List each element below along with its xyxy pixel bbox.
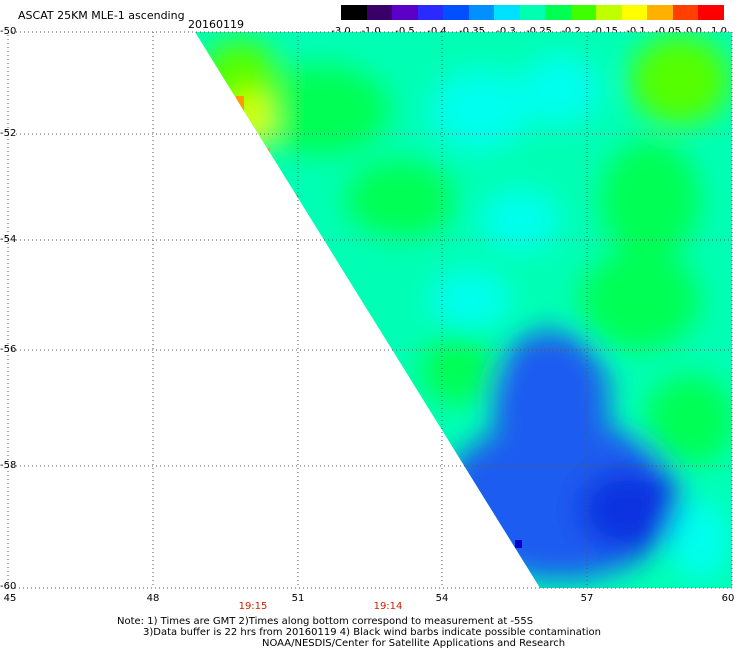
colorbar-label: -0.2 — [561, 26, 581, 37]
field-green-6 — [645, 375, 732, 465]
lat-label: -50 — [0, 26, 17, 37]
field-darkblue-1 — [580, 470, 680, 550]
colorbar-segment — [672, 5, 699, 20]
colorbar-segment — [596, 5, 622, 20]
lat-label: -58 — [0, 460, 17, 471]
colorbar-segment — [519, 5, 546, 20]
product-date: 20160119 — [188, 18, 244, 31]
field-dark-spot — [515, 540, 522, 548]
lat-label: -60 — [0, 581, 17, 592]
colorbar-segment — [417, 5, 444, 20]
colorbar-segment — [494, 5, 520, 20]
field-green-3 — [345, 160, 455, 240]
lat-label: -54 — [0, 234, 17, 245]
field-cyan-4 — [430, 270, 510, 330]
field-green-1 — [250, 65, 390, 155]
field-yellow-1 — [228, 90, 272, 150]
lon-label: 60 — [721, 593, 735, 604]
swath-data-layer — [195, 32, 732, 588]
colorbar-segment — [468, 5, 495, 20]
field-orange-spot — [290, 195, 298, 207]
colorbar-label: 0.0 — [686, 26, 702, 37]
lon-label: 45 — [3, 593, 17, 604]
field-cyan-5 — [670, 500, 730, 580]
lon-label: 57 — [580, 593, 594, 604]
lat-label: -52 — [0, 128, 17, 139]
lon-label: 51 — [291, 593, 305, 604]
note-line-2: 3)Data buffer is 22 hrs from 20160119 4)… — [143, 627, 601, 638]
colorbar-segment — [647, 5, 673, 20]
colorbar-label: -0.25 — [526, 26, 552, 37]
field-green-2 — [600, 140, 700, 260]
colorbar-segment — [570, 5, 597, 20]
colorbar-segment — [366, 5, 393, 20]
field-cyan-1 — [430, 70, 530, 150]
field-teal-1 — [310, 240, 430, 320]
colorbar-segment — [621, 5, 648, 20]
lat-label: -56 — [0, 344, 17, 355]
colorbar-label: -0.3 — [496, 26, 516, 37]
colorbar-segment — [698, 5, 724, 20]
product-title: ASCAT 25KM MLE-1 ascending — [18, 9, 185, 22]
color-scale-bar — [341, 5, 724, 20]
field-cyan-2 — [520, 55, 600, 125]
colorbar-segment — [392, 5, 418, 20]
colorbar-label: -1.0 — [361, 26, 381, 37]
lon-label: 48 — [146, 593, 160, 604]
time-label: 19:15 — [238, 601, 268, 612]
field-green-4 — [580, 250, 700, 350]
field-cyan-3 — [480, 190, 560, 250]
colorbar-segment — [545, 5, 571, 20]
field-green-5 — [420, 335, 500, 405]
lon-label: 54 — [435, 593, 449, 604]
field-orange-spot — [236, 96, 244, 112]
colorbar-label: 1.0 — [711, 26, 727, 37]
colorbar-segment — [341, 5, 367, 20]
field-lime-2 — [630, 35, 730, 125]
note-line-1: Note: 1) Times are GMT 2)Times along bot… — [117, 616, 534, 627]
note-line-3: NOAA/NESDIS/Center for Satellite Applica… — [262, 638, 566, 649]
time-label: 19:14 — [373, 601, 403, 612]
colorbar-segment — [443, 5, 469, 20]
field-orange-spot — [262, 148, 270, 160]
